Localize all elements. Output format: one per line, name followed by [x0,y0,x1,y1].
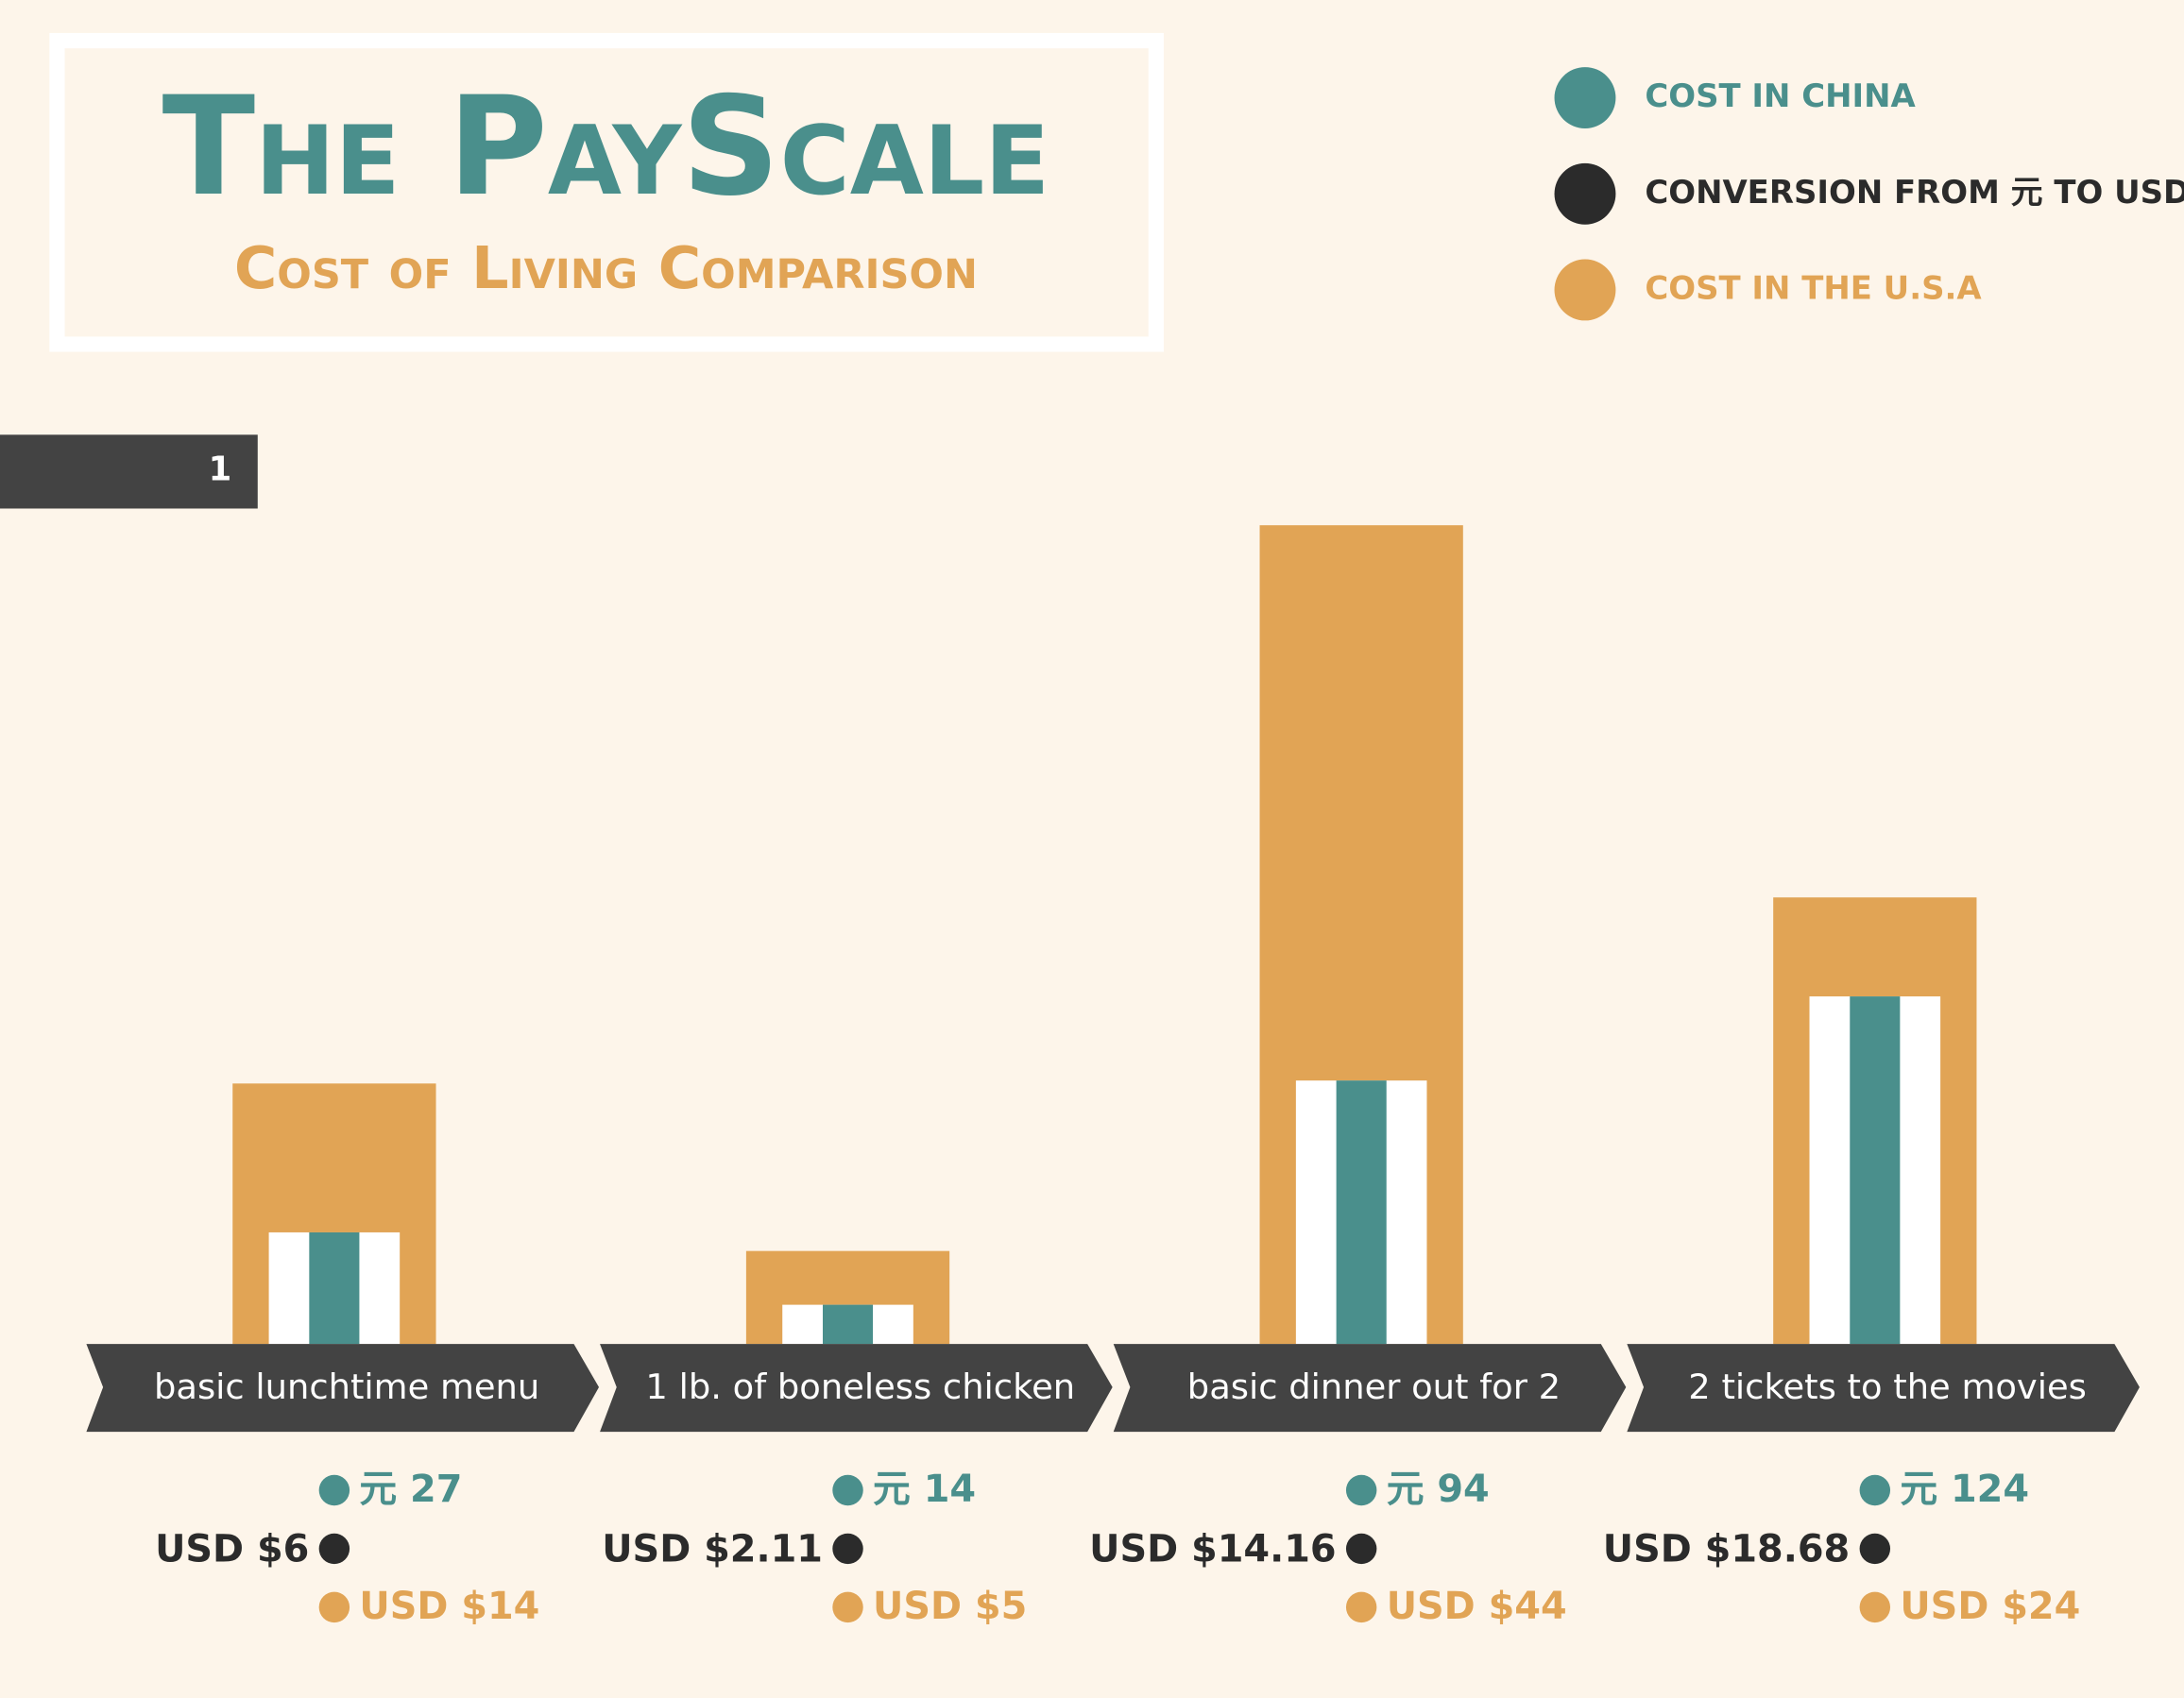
china-value-label: 元 27 [359,1468,462,1511]
category-banner [1113,1344,1627,1433]
conversion-dot [1345,1533,1377,1565]
conversion-bar-stripe [1850,996,1901,1345]
china-value-label: 元 124 [1900,1468,2029,1511]
chart-subtitle: Cost of Living Comparison [234,234,978,302]
china-value-label: 元 14 [873,1468,976,1511]
legend-marker [1554,162,1616,225]
china-value-label: 元 94 [1387,1468,1490,1511]
conversion-dot [318,1533,350,1565]
china-dot [1345,1474,1377,1506]
usa-dot [1345,1591,1377,1623]
china-dot [318,1474,350,1506]
china-dot [1859,1474,1891,1506]
conversion-bar-stripe [822,1304,874,1345]
conversion-value-label: USD $6 [155,1527,309,1571]
usa-dot [318,1591,350,1623]
conversion-dot [832,1533,863,1565]
badge [0,434,258,509]
x-tick-label: 1 lb. of boneless chicken [645,1367,1075,1407]
conversion-bar-stripe [1336,1080,1387,1345]
usa-value-label: USD $14 [359,1585,539,1628]
legend-label: COST IN THE U.S.A [1645,269,1982,306]
usa-dot [1859,1591,1891,1623]
x-tick-label: 2 tickets to the movies [1688,1367,2087,1407]
legend-label: COST IN CHINA [1645,77,1916,114]
chart-title: The PayScale [162,68,1050,227]
legend-label: CONVERSION FROM 元 TO USD [1645,174,2184,211]
usa-value-label: USD $44 [1387,1585,1567,1628]
x-tick-label: basic lunchtime menu [154,1367,539,1407]
conversion-value-label: USD $14.16 [1089,1527,1336,1571]
category-banner [86,1344,600,1433]
conversion-value-label: USD $2.11 [602,1527,823,1571]
category-banner [1627,1344,2140,1433]
usa-value-label: USD $5 [873,1585,1027,1628]
usa-value-label: USD $24 [1900,1585,2080,1628]
legend-marker [1554,259,1616,321]
legend-marker [1554,67,1616,128]
usa-dot [832,1591,863,1623]
conversion-value-label: USD $18.68 [1603,1527,1850,1571]
x-tick-label: basic dinner out for 2 [1187,1367,1561,1407]
badge-label: 1 [209,450,232,489]
conversion-dot [1859,1533,1891,1565]
category-banner [600,1344,1113,1433]
conversion-bar-stripe [309,1231,360,1345]
china-dot [832,1474,863,1506]
title-box [49,32,1164,352]
